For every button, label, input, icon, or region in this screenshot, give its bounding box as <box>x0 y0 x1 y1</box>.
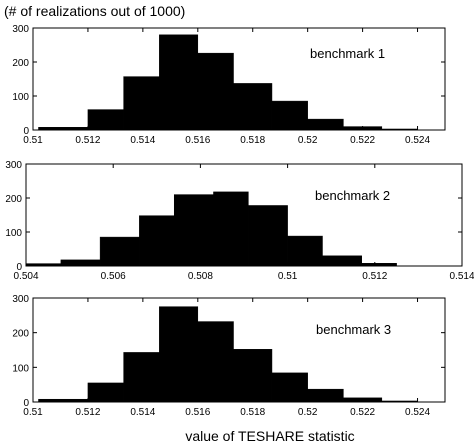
x-tick-label: 0.51 <box>23 407 43 418</box>
y-tick-label: 200 <box>12 329 29 340</box>
x-tick-label: 0.524 <box>405 407 430 418</box>
x-axis-label: value of TESHARE statistic <box>185 428 354 444</box>
y-tick-label: 0 <box>23 126 29 137</box>
histogram-bar <box>197 321 234 403</box>
x-tick-label: 0.52 <box>298 135 318 146</box>
x-tick-label: 0.506 <box>101 271 126 282</box>
histogram-bar <box>361 263 397 267</box>
histogram-bar <box>25 263 62 267</box>
histogram-bar <box>271 372 308 403</box>
y-tick-label: 300 <box>5 160 22 171</box>
histogram-bar <box>307 118 344 131</box>
x-tick-label: 0.518 <box>240 135 265 146</box>
histogram-bar <box>381 400 418 403</box>
y-tick-label: 300 <box>12 24 29 35</box>
y-tick-label: 200 <box>5 194 22 205</box>
x-tick-label: 0.512 <box>362 271 387 282</box>
y-tick-label: 100 <box>5 228 22 239</box>
y-tick-label: 0 <box>16 262 22 273</box>
figure-top-label: (# of realizations out of 1000) <box>4 3 185 19</box>
x-tick-label: 0.518 <box>240 407 265 418</box>
histogram-bar <box>233 83 273 131</box>
benchmark-label: benchmark 2 <box>315 188 390 203</box>
histogram-bar <box>38 398 89 403</box>
y-tick-label: 300 <box>12 294 29 305</box>
x-tick-label: 0.512 <box>75 135 100 146</box>
histogram-panel-benchmark-2: 0 100 200 300 0.504 0.506 0.508 0.51 0.512 0.514 b… <box>5 160 474 282</box>
histogram-bar <box>87 109 124 131</box>
x-tick-label: 0.512 <box>75 407 100 418</box>
x-tick-label: 0.514 <box>449 271 474 282</box>
histogram-panel-benchmark-1: 0 100 200 300 0.51 0.512 0.514 0.516 0.518 0.52 0.… <box>12 24 446 146</box>
histogram-bar <box>233 349 273 403</box>
histogram-panel-benchmark-3: 0 100 200 300 0.51 0.512 0.514 0.516 0.518 0.52 0.… <box>12 294 446 418</box>
histogram-bar <box>322 255 362 267</box>
x-tick-label: 0.52 <box>298 407 318 418</box>
x-tick-label: 0.514 <box>130 135 155 146</box>
histogram-bar <box>248 205 288 267</box>
benchmark-label: benchmark 1 <box>310 46 385 61</box>
histogram-bar <box>99 236 140 267</box>
histogram-bar <box>60 259 101 267</box>
histogram-bar <box>173 194 214 267</box>
histogram-bar <box>159 306 199 403</box>
x-tick-label: 0.51 <box>23 135 43 146</box>
histogram-bar <box>271 100 308 131</box>
y-tick-label: 200 <box>12 58 29 69</box>
histogram-bar <box>197 52 234 131</box>
histogram-bar <box>139 215 175 267</box>
x-tick-label: 0.516 <box>185 407 210 418</box>
x-tick-label: 0.508 <box>188 271 213 282</box>
histogram-bar <box>159 34 199 131</box>
histogram-bar <box>87 382 124 403</box>
x-tick-label: 0.514 <box>130 407 155 418</box>
y-tick-label: 100 <box>12 363 29 374</box>
histogram-bar <box>38 127 89 131</box>
histogram-bar <box>123 352 160 403</box>
histogram-bar <box>213 191 249 267</box>
x-tick-label: 0.522 <box>350 135 375 146</box>
x-tick-label: 0.51 <box>278 271 298 282</box>
histogram-bar <box>287 235 323 267</box>
benchmark-label: benchmark 3 <box>316 322 391 337</box>
histogram-bar <box>381 128 418 131</box>
histogram-bar <box>123 76 160 131</box>
y-tick-label: 0 <box>23 398 29 409</box>
histogram-bar <box>307 388 344 403</box>
y-tick-label: 100 <box>12 92 29 103</box>
x-tick-label: 0.524 <box>405 135 430 146</box>
x-tick-label: 0.516 <box>185 135 210 146</box>
x-tick-label: 0.504 <box>13 271 38 282</box>
x-tick-label: 0.522 <box>350 407 375 418</box>
